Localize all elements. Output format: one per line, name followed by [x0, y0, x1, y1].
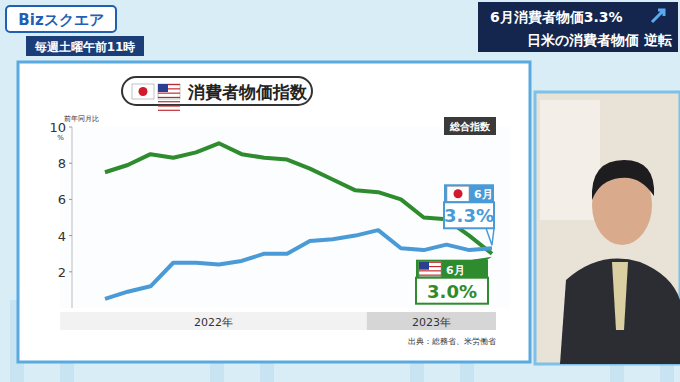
source-note: 出典：総務省、米労働省	[408, 337, 496, 346]
plot-area	[60, 127, 510, 308]
chart-subtitle: 総合指数	[449, 121, 491, 132]
y-tick-label: 10	[49, 120, 66, 135]
y-tick	[69, 199, 72, 200]
caption-arrow	[652, 10, 664, 22]
callout-label: 6月	[446, 264, 465, 277]
video-bg	[540, 100, 600, 220]
flag-us-stripe	[419, 270, 441, 271]
period-band	[60, 312, 367, 330]
y-tick-label: 8	[58, 156, 66, 171]
presenter-video	[535, 92, 680, 364]
callout-pointer	[486, 228, 494, 245]
caption-box	[478, 2, 678, 52]
flag-us-canton	[419, 262, 429, 270]
flag-us	[419, 262, 441, 277]
flag-us-stripe	[158, 105, 180, 106]
title-pill	[122, 77, 312, 105]
callout-body	[444, 202, 494, 228]
series-group	[105, 143, 492, 299]
flag-japan-sun	[454, 189, 463, 198]
period-band	[367, 312, 496, 330]
flag-japan	[447, 186, 469, 201]
flag-us-stripe	[158, 97, 180, 98]
flag-us-canton	[158, 84, 168, 92]
subtitle-box	[444, 117, 496, 135]
y-tick-label: 4	[58, 229, 66, 244]
flag-us	[158, 84, 180, 99]
caption-line2: 日米の消費者物価 逆転	[527, 32, 672, 48]
flag-us-stripe	[419, 275, 441, 276]
callout-header	[444, 184, 494, 202]
logo: Bizスクエア	[6, 6, 116, 32]
y-tick-label: 2	[58, 265, 66, 280]
series-line	[105, 143, 492, 253]
y-axis-label: 前年同月比	[64, 115, 99, 123]
schedule-text: 毎週土曜午前11時	[34, 40, 136, 54]
screen: Bizスクエア毎週土曜午前11時 6月消費者物価3.3% 日米の消費者物価 逆転消費…	[0, 0, 680, 382]
callout: 6月 3.3%	[444, 184, 494, 245]
y-axis-line	[72, 127, 73, 308]
flag-us-stripe	[158, 110, 180, 111]
background	[0, 0, 680, 382]
logo-box	[6, 6, 116, 32]
chart-panel	[18, 62, 530, 362]
video-frame	[535, 92, 680, 364]
title-group: 消費者物価指数	[122, 77, 312, 111]
callout: 6月 3.0%	[416, 257, 492, 304]
schedule-box	[26, 36, 144, 56]
callout-label: 6月	[474, 188, 493, 201]
y-tick	[69, 235, 72, 236]
y-unit: %	[57, 134, 64, 142]
y-tick	[69, 271, 72, 272]
y-tick	[69, 163, 72, 164]
callout-value: 3.0%	[427, 281, 477, 302]
flag-japan-sun	[139, 87, 148, 96]
y-tick-label: 6	[58, 192, 66, 207]
presenter-body	[560, 259, 680, 364]
period-label: 2022年	[194, 316, 233, 329]
caption-line1: 6月消費者物価3.3%	[490, 9, 623, 25]
callout-header	[416, 260, 488, 278]
logo-text: Bizスクエア	[18, 11, 103, 29]
chart-title: 消費者物価指数	[187, 82, 308, 102]
flag-us-stripe	[158, 93, 180, 94]
presenter-hair	[592, 160, 654, 200]
callout-body	[416, 278, 488, 304]
callout-value: 3.3%	[444, 205, 494, 226]
period-label: 2023年	[412, 316, 451, 329]
presenter-tie	[612, 262, 628, 330]
y-tick	[69, 127, 72, 128]
flag-us-stripe	[158, 101, 180, 102]
flag-japan	[132, 84, 154, 99]
